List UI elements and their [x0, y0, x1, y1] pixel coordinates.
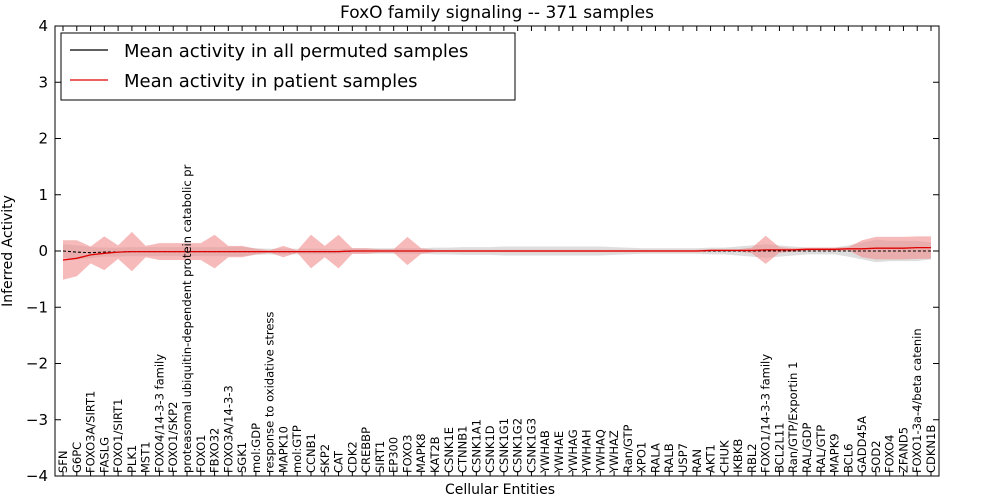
x-tick-label: SKP2 — [318, 444, 332, 473]
x-tick-label: MAPK9 — [828, 433, 842, 473]
y-tick-label: 4 — [38, 17, 48, 35]
legend-label-patient: Mean activity in patient samples — [124, 71, 418, 92]
x-tick-label: CDK2 — [345, 441, 359, 473]
x-tick-label: CDKN1B — [924, 425, 938, 473]
patient-band — [63, 231, 931, 280]
x-tick-label: CAT — [332, 450, 346, 473]
x-tick-label: response to oxidative stress — [263, 312, 277, 473]
x-tick-label: MAPK10 — [276, 426, 290, 473]
x-tick-label: AKT1 — [704, 444, 718, 473]
plot-frame — [54, 25, 940, 477]
x-tick-label: CCNB1 — [304, 433, 318, 473]
legend-box — [60, 32, 516, 101]
x-tick-label: RALB — [662, 443, 676, 473]
y-axis-label: Inferred Activity — [0, 195, 16, 307]
x-tick-label: Ran/GTP/Exportin 1 — [786, 362, 800, 473]
x-tick-label: mol:GDP — [249, 423, 263, 473]
x-tick-label: FBXO32 — [208, 428, 222, 473]
x-tick-label: FOXO3 — [400, 435, 414, 473]
y-tick-label: −2 — [26, 355, 48, 373]
x-tick-label: FOXO1 — [194, 435, 208, 473]
x-tick-label: USP7 — [676, 443, 690, 473]
x-tick-label: FOXO3A/SIRT1 — [84, 391, 98, 473]
line-layer — [62, 246, 931, 261]
y-tick-label: 2 — [38, 130, 48, 148]
x-tick-label: YWHAE — [552, 431, 566, 474]
x-tick-label: FOXO1/SKP2 — [166, 402, 180, 473]
x-axis-label: Cellular Entities — [445, 482, 555, 498]
legend: Mean activity in all permuted samples Me… — [60, 32, 516, 101]
y-tick-label: 0 — [38, 242, 48, 260]
x-tick-label: YWHAB — [538, 430, 552, 474]
legend-label-permuted: Mean activity in all permuted samples — [124, 41, 468, 62]
x-tick-label: G6PC — [70, 442, 84, 473]
x-tick-label: SOD2 — [869, 440, 883, 473]
x-tick-label: FASLG — [97, 437, 111, 473]
x-tick-label: CSNK1A1 — [469, 419, 483, 473]
x-tick-label: ZFAND5 — [896, 427, 910, 473]
x-tick-label: SFN — [56, 450, 70, 473]
x-tick-label: BCL6 — [841, 444, 855, 473]
x-tick-label: CSNK1E — [442, 427, 456, 473]
x-tick-label: YWHAZ — [607, 430, 621, 474]
x-tick-label: CSNK1G1 — [497, 418, 511, 473]
y-tick-label: −4 — [26, 467, 48, 485]
x-tick-label: RAN — [690, 449, 704, 473]
chart-title: FoxO family signaling -- 371 samples — [340, 3, 654, 23]
x-tick-label: FOXO4 — [883, 435, 897, 473]
x-tick-label: RBL2 — [745, 443, 759, 473]
x-tick-label: XPO1 — [635, 442, 649, 473]
x-tick-label: Ran/GTP — [621, 425, 635, 473]
x-tick-label: EP300 — [387, 437, 401, 473]
x-tick-label: CREBBP — [359, 427, 373, 473]
x-tick-label: FOXO1-3a-4/beta catenin — [910, 328, 924, 473]
x-tick-label: FOXO1/SIRT1 — [111, 398, 125, 473]
x-tick-label: RAL/GDP — [800, 423, 814, 473]
patient-mean-line — [62, 246, 931, 261]
x-tick-label: BCL2L11 — [772, 423, 786, 473]
x-tick-label: CSNK1D — [483, 425, 497, 473]
y-tick-labels: −4 −3 −2 −1 0 1 2 3 4 — [26, 17, 48, 485]
y-tick-label: 3 — [38, 73, 48, 91]
x-tick-label: RAL/GTP — [814, 425, 828, 473]
x-tick-label: SGK1 — [235, 442, 249, 473]
x-tick-label: MST1 — [139, 441, 153, 473]
x-tick-label: CTNNB1 — [456, 426, 470, 473]
y-tick-label: 1 — [38, 186, 48, 204]
x-tick-labels: SFN G6PC FOXO3A/SIRT1 FASLG FOXO1/SIRT1 PLK1 M… — [56, 164, 938, 474]
patient-band-layer — [63, 231, 931, 280]
x-tick-label: SIRT1 — [373, 441, 387, 473]
x-tick-label: mol:GTP — [290, 425, 304, 473]
x-tick-label: MAPK8 — [414, 433, 428, 473]
y-tick-label: −1 — [26, 298, 48, 316]
x-tick-label: FOXO1/14-3-3 family — [759, 354, 773, 473]
x-tick-label: CSNK1G3 — [524, 418, 538, 473]
y-tick-label: −3 — [26, 411, 48, 429]
x-tick-label: FOXO3A/14-3-3 — [221, 385, 235, 473]
x-tick-label: CHUK — [717, 440, 731, 473]
x-tick-label: YWHAH — [580, 429, 594, 474]
x-tick-label: YWHAQ — [593, 429, 607, 474]
x-tick-label: YWHAG — [566, 429, 580, 474]
x-tick-label: proteasomal ubiquitin-dependent protein … — [180, 164, 194, 473]
x-tick-label: FOXO4/14-3-3 family — [152, 354, 166, 473]
x-tick-label: CSNK1G2 — [511, 418, 525, 473]
x-tick-label: RALA — [648, 443, 662, 473]
x-tick-label: PLK1 — [125, 445, 139, 473]
x-tick-label: KAT2B — [428, 436, 442, 473]
x-tick-label: GADD45A — [855, 416, 869, 473]
x-tick-label: IKBKB — [731, 439, 745, 473]
